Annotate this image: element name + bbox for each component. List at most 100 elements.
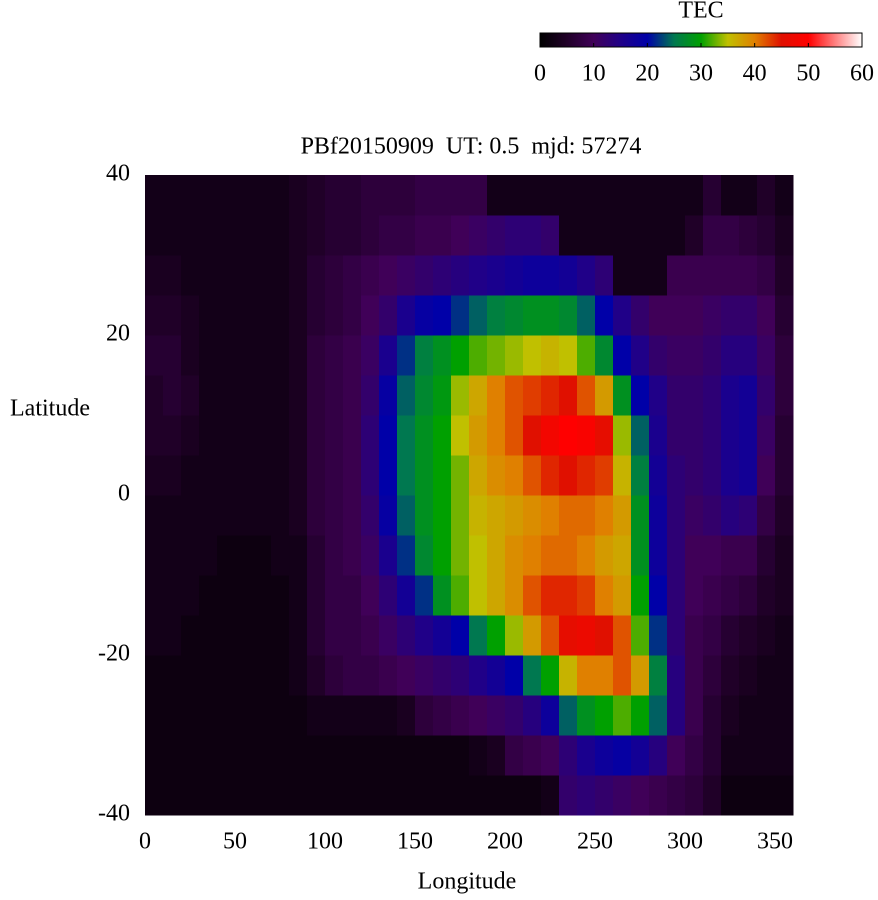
heatmap-cell [559,335,578,376]
heatmap-cell [739,415,758,456]
heatmap-cell [667,615,686,656]
heatmap-cell [325,455,344,496]
heatmap-cell [559,295,578,336]
heatmap-cell [469,215,488,256]
heatmap-cell [469,335,488,376]
heatmap-cell [397,615,416,656]
heatmap-cell [595,615,614,656]
heatmap-cell [613,535,632,576]
heatmap-cell [685,415,704,456]
heatmap-cell [757,575,776,616]
heatmap-cell [361,695,380,736]
heatmap-cell [685,695,704,736]
heatmap-cell [325,375,344,416]
heatmap-cell [613,655,632,696]
heatmap-cell [271,735,290,776]
heatmap-cell [451,215,470,256]
heatmap-cell [451,375,470,416]
heatmap-cell [433,295,452,336]
heatmap-cell [577,775,596,816]
heatmap-cell [289,415,308,456]
heatmap-cell [451,655,470,696]
x-tick-label: 50 [223,829,247,855]
heatmap-cell [631,295,650,336]
heatmap-cell [703,215,722,256]
heatmap-cell [415,455,434,496]
heatmap-cell [199,775,218,816]
heatmap-cell [289,655,308,696]
heatmap-cell [181,215,200,256]
heatmap-cell [379,375,398,416]
heatmap-cell [325,615,344,656]
heatmap-cell [541,255,560,296]
heatmap-cell [649,255,668,296]
heatmap-cell [361,455,380,496]
heatmap-cell [199,735,218,776]
heatmap-cell [343,655,362,696]
heatmap-cell [469,175,488,216]
heatmap-cell [523,735,542,776]
heatmap-cell [235,295,254,336]
heatmap-cell [181,615,200,656]
heatmap-cell [595,575,614,616]
heatmap-cell [343,455,362,496]
heatmap-cell [469,495,488,536]
heatmap-cell [289,615,308,656]
heatmap-cell [397,375,416,416]
heatmap-cell [613,295,632,336]
heatmap-cell [469,535,488,576]
x-tick-label: 0 [139,829,151,855]
heatmap-cell [433,455,452,496]
heatmap-cell [217,495,236,536]
heatmap-cell [145,175,164,216]
heatmap-cell [253,575,272,616]
heatmap-cell [253,695,272,736]
heatmap-cell [145,535,164,576]
heatmap-cell [289,215,308,256]
heatmap-cell [541,215,560,256]
chart-title: PBf20150909 UT: 0.5 mjd: 57274 [301,134,642,160]
heatmap-cell [253,255,272,296]
heatmap-cell [397,255,416,296]
heatmap-cell [289,775,308,816]
heatmap-cell [757,255,776,296]
heatmap-cell [685,215,704,256]
heatmap-cell [613,615,632,656]
heatmap-cell [379,735,398,776]
heatmap-cell [343,415,362,456]
heatmap-cell [577,215,596,256]
heatmap-cell [613,175,632,216]
heatmap-cell [271,175,290,216]
heatmap-cell [361,375,380,416]
heatmap-cell [325,695,344,736]
heatmap-cell [505,335,524,376]
heatmap-cell [757,535,776,576]
heatmap-cell [415,255,434,296]
heatmap-cell [289,295,308,336]
heatmap-cell [343,575,362,616]
heatmap-cell [721,295,740,336]
heatmap-cell [739,575,758,616]
heatmap-cell [775,735,794,776]
y-tick-label: -40 [98,801,130,827]
heatmap-cell [397,575,416,616]
heatmap-cell [595,255,614,296]
heatmap-cell [757,655,776,696]
heatmap-cell [487,735,506,776]
heatmap-cell [181,695,200,736]
heatmap-cell [379,655,398,696]
heatmap-cell [325,655,344,696]
heatmap-cell [433,775,452,816]
heatmap-cell [577,375,596,416]
heatmap-cell [379,575,398,616]
heatmap-cell [379,255,398,296]
heatmap-cell [451,175,470,216]
heatmap-cell [235,735,254,776]
heatmap-cell [163,735,182,776]
heatmap-cell [181,735,200,776]
heatmap-cell [307,495,326,536]
heatmap-cell [577,735,596,776]
heatmap-cell [685,615,704,656]
heatmap-cell [649,415,668,456]
heatmap-cell [397,455,416,496]
